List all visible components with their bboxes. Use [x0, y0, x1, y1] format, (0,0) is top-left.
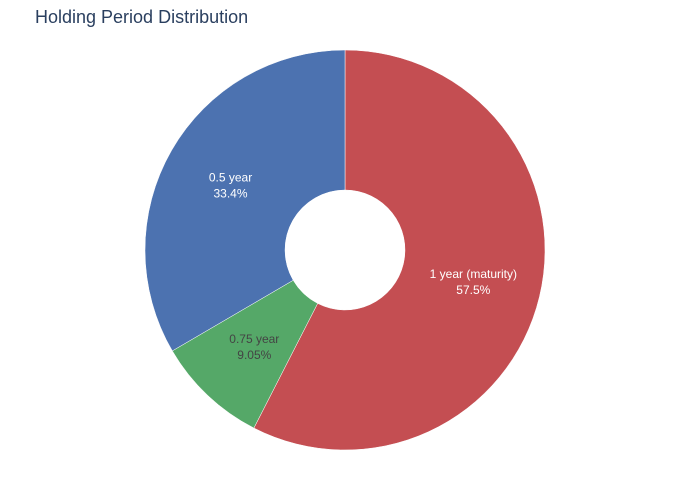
slice-percent-label: 57.5%: [456, 283, 490, 297]
slice-percent-label: 9.05%: [237, 348, 271, 362]
donut-slices: [144, 49, 546, 451]
slice-percent-label: 33.4%: [213, 186, 247, 200]
slice-0-5-year[interactable]: [144, 49, 346, 352]
slice-label-0-5-year: 0.5 year 33.4%: [209, 170, 252, 200]
slice-label-1-year-maturity: 1 year (maturity) 57.5%: [430, 267, 517, 297]
slice-label-0-75-year: 0.75 year 9.05%: [229, 332, 279, 362]
slice-1-year-maturity[interactable]: [253, 49, 546, 451]
donut-labels: 1 year (maturity) 57.5% 0.75 year 9.05% 0.5 …: [209, 170, 517, 362]
slice-category-label: 0.5 year: [209, 170, 252, 184]
slice-category-label: 1 year (maturity): [430, 267, 517, 281]
chart-title: Holding Period Distribution: [35, 7, 249, 27]
slice-category-label: 0.75 year: [229, 332, 279, 346]
